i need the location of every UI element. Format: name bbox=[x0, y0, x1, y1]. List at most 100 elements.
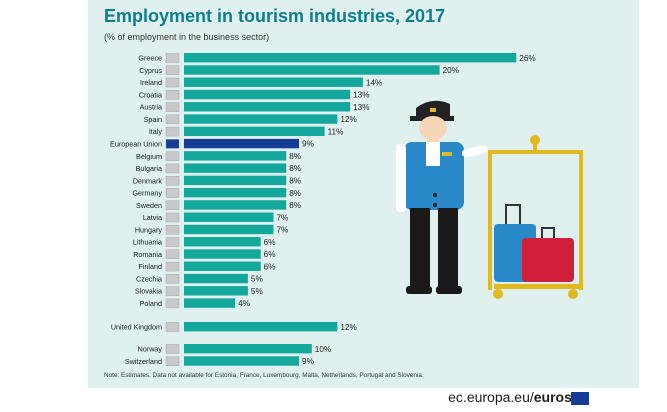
flag-icon bbox=[165, 77, 180, 88]
value-label: 7% bbox=[276, 226, 288, 235]
bar bbox=[184, 224, 274, 235]
category-label: Switzerland bbox=[125, 357, 162, 366]
category-label: Finland bbox=[138, 262, 162, 271]
value-label: 13% bbox=[353, 91, 369, 100]
flag-icon bbox=[165, 65, 180, 75]
category-label: Belgium bbox=[136, 152, 162, 161]
value-label: 5% bbox=[251, 275, 263, 284]
chart-note: Note: Estimates. Data not available for … bbox=[104, 372, 424, 379]
eu-flag-icon bbox=[571, 392, 589, 405]
category-label: Sweden bbox=[136, 201, 162, 210]
value-label: 11% bbox=[328, 127, 344, 136]
flag-icon bbox=[165, 151, 180, 161]
category-label: Bulgaria bbox=[136, 164, 162, 173]
chart-panel bbox=[88, 0, 639, 388]
bar bbox=[184, 163, 287, 173]
footer-link[interactable]: ec.europa.eu/eurostat bbox=[448, 389, 589, 405]
bar bbox=[184, 187, 287, 198]
flag-icon bbox=[165, 249, 180, 260]
value-label: 5% bbox=[251, 287, 263, 296]
flag-icon bbox=[165, 200, 180, 210]
value-label: 6% bbox=[264, 250, 276, 259]
value-label: 14% bbox=[366, 78, 382, 87]
flag-icon bbox=[165, 126, 180, 137]
category-label: Latvia bbox=[143, 213, 162, 222]
category-label: Norway bbox=[138, 345, 163, 354]
flag-icon bbox=[165, 344, 180, 354]
bar bbox=[184, 356, 300, 366]
value-label: 8% bbox=[289, 164, 301, 173]
bar bbox=[184, 322, 338, 332]
footer-site: ec.europa.eu/ bbox=[448, 389, 534, 405]
category-label: Denmark bbox=[133, 176, 163, 185]
bar bbox=[184, 344, 312, 354]
value-label: 7% bbox=[276, 213, 288, 222]
value-label: 13% bbox=[353, 103, 369, 112]
flag-icon bbox=[165, 237, 180, 247]
category-label: Austria bbox=[140, 103, 162, 112]
category-label: Hungary bbox=[135, 225, 163, 234]
bar bbox=[184, 114, 338, 124]
value-label: 4% bbox=[238, 299, 250, 308]
value-label: 26% bbox=[519, 54, 535, 63]
flag-icon bbox=[165, 212, 180, 223]
flag-icon bbox=[165, 90, 180, 100]
bar bbox=[184, 77, 363, 87]
flag-icon bbox=[165, 225, 180, 235]
bar bbox=[184, 138, 300, 149]
bellhop-illustration bbox=[396, 100, 583, 299]
flag-icon bbox=[165, 139, 180, 149]
value-label: 9% bbox=[302, 357, 314, 366]
bar bbox=[184, 65, 440, 75]
bar bbox=[184, 212, 274, 222]
bar bbox=[184, 249, 261, 259]
value-label: 12% bbox=[340, 115, 356, 124]
chart-subtitle: (% of employment in the business sector) bbox=[104, 32, 270, 42]
bar bbox=[184, 126, 325, 137]
category-label: Spain bbox=[144, 115, 162, 124]
value-label: 20% bbox=[443, 66, 459, 75]
flag-icon bbox=[165, 274, 180, 284]
bar bbox=[184, 237, 261, 247]
bar bbox=[184, 89, 351, 100]
value-label: 8% bbox=[289, 189, 301, 198]
chart-title: Employment in tourism industries, 2017 bbox=[104, 6, 446, 26]
bar bbox=[184, 200, 287, 210]
flag-icon bbox=[165, 188, 180, 198]
category-label: Germany bbox=[132, 189, 162, 198]
flag-icon bbox=[165, 163, 180, 174]
flag-icon bbox=[165, 261, 180, 272]
value-label: 6% bbox=[264, 262, 276, 271]
category-label: United Kingdom bbox=[111, 323, 162, 332]
flag-icon bbox=[165, 356, 180, 366]
bar bbox=[184, 175, 287, 186]
flag-icon bbox=[165, 102, 180, 112]
bar bbox=[184, 53, 517, 63]
value-label: 6% bbox=[264, 238, 276, 247]
category-label: Croatia bbox=[139, 90, 162, 99]
category-label: Greece bbox=[138, 54, 162, 63]
bar bbox=[184, 261, 261, 271]
value-label: 10% bbox=[315, 345, 331, 354]
bar bbox=[184, 286, 248, 296]
category-label: Lithuania bbox=[133, 238, 162, 247]
category-label: Romania bbox=[133, 250, 162, 259]
category-label: European Union bbox=[110, 139, 162, 148]
bar bbox=[184, 298, 236, 308]
bar bbox=[184, 273, 248, 284]
category-label: Poland bbox=[140, 299, 162, 308]
value-label: 8% bbox=[289, 152, 301, 161]
flag-icon bbox=[165, 114, 180, 125]
flag-icon bbox=[165, 298, 180, 309]
category-label: Slovakia bbox=[135, 287, 162, 296]
value-label: 8% bbox=[289, 177, 301, 186]
value-label: 9% bbox=[302, 140, 314, 149]
category-label: Italy bbox=[149, 127, 163, 136]
flag-icon bbox=[165, 286, 180, 296]
value-label: 12% bbox=[340, 323, 356, 332]
category-label: Czechia bbox=[136, 274, 162, 283]
bar bbox=[184, 151, 287, 161]
flag-icon bbox=[165, 322, 180, 332]
flag-icon bbox=[165, 53, 180, 63]
